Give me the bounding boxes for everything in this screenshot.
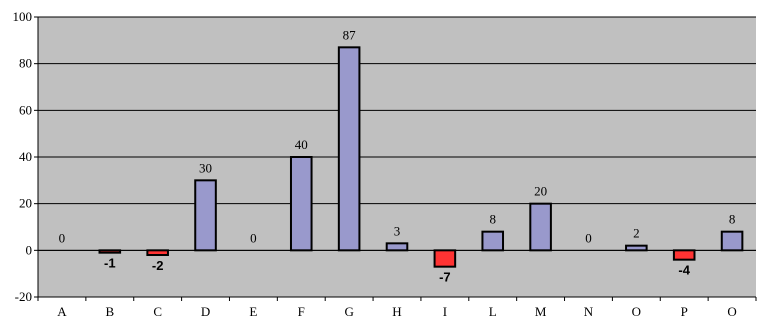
data-labels: 0 -1 -2 30 0 40 87 3 -7 8 20 0 2 -4 8 xyxy=(59,27,736,284)
data-label: 0 xyxy=(585,230,592,245)
bar-o-12 xyxy=(625,244,648,252)
x-category-label: F xyxy=(298,304,305,319)
bar-f-5 xyxy=(289,156,313,252)
x-category-label: M xyxy=(535,304,547,319)
data-label: 3 xyxy=(394,223,401,238)
x-category-label: B xyxy=(105,304,114,319)
y-tick-label: 100 xyxy=(13,9,33,24)
bar-m-10 xyxy=(529,202,552,252)
x-category-label: O xyxy=(727,304,736,319)
bar-i-8 xyxy=(433,249,457,268)
data-label: -7 xyxy=(439,270,451,285)
data-label: 2 xyxy=(633,226,640,241)
y-tick-label: 0 xyxy=(26,242,33,257)
bar-c-2 xyxy=(146,249,169,256)
bar-p-13 xyxy=(672,249,696,261)
bar-h-7 xyxy=(385,242,409,252)
y-tick-label: 80 xyxy=(19,56,32,71)
bar-o-14 xyxy=(720,230,744,252)
data-label: -4 xyxy=(678,263,690,278)
x-category-label: A xyxy=(57,304,67,319)
data-label: 30 xyxy=(199,160,212,175)
bars xyxy=(98,46,744,268)
x-category-label: C xyxy=(153,304,162,319)
x-category-label: P xyxy=(681,304,688,319)
x-category-label: E xyxy=(249,304,257,319)
x-category-label: D xyxy=(201,304,210,319)
data-label: 20 xyxy=(534,184,547,199)
y-tick-label: -20 xyxy=(15,289,32,304)
data-label: -2 xyxy=(152,258,164,273)
x-category-label: I xyxy=(443,304,447,319)
x-category-label: N xyxy=(584,304,594,319)
data-label: -1 xyxy=(104,256,116,271)
data-label: 8 xyxy=(729,212,736,227)
y-axis-tick-labels: -20 0 20 40 60 80 100 xyxy=(13,9,33,304)
data-label: 0 xyxy=(59,230,66,245)
y-tick-label: 40 xyxy=(19,149,32,164)
bar-b-1 xyxy=(98,249,122,254)
x-category-label: G xyxy=(344,304,353,319)
data-label: 0 xyxy=(250,230,257,245)
x-category-label: H xyxy=(392,304,401,319)
bar-d-3 xyxy=(194,179,217,252)
data-label: 40 xyxy=(295,137,308,152)
x-category-label: L xyxy=(489,304,497,319)
bar-l-9 xyxy=(481,230,505,252)
y-tick-label: 60 xyxy=(19,102,32,117)
bar-g-6 xyxy=(337,46,361,252)
data-label: 8 xyxy=(489,212,496,227)
data-label: 87 xyxy=(343,27,357,42)
y-tick-label: 20 xyxy=(19,196,32,211)
x-category-label: O xyxy=(632,304,641,319)
